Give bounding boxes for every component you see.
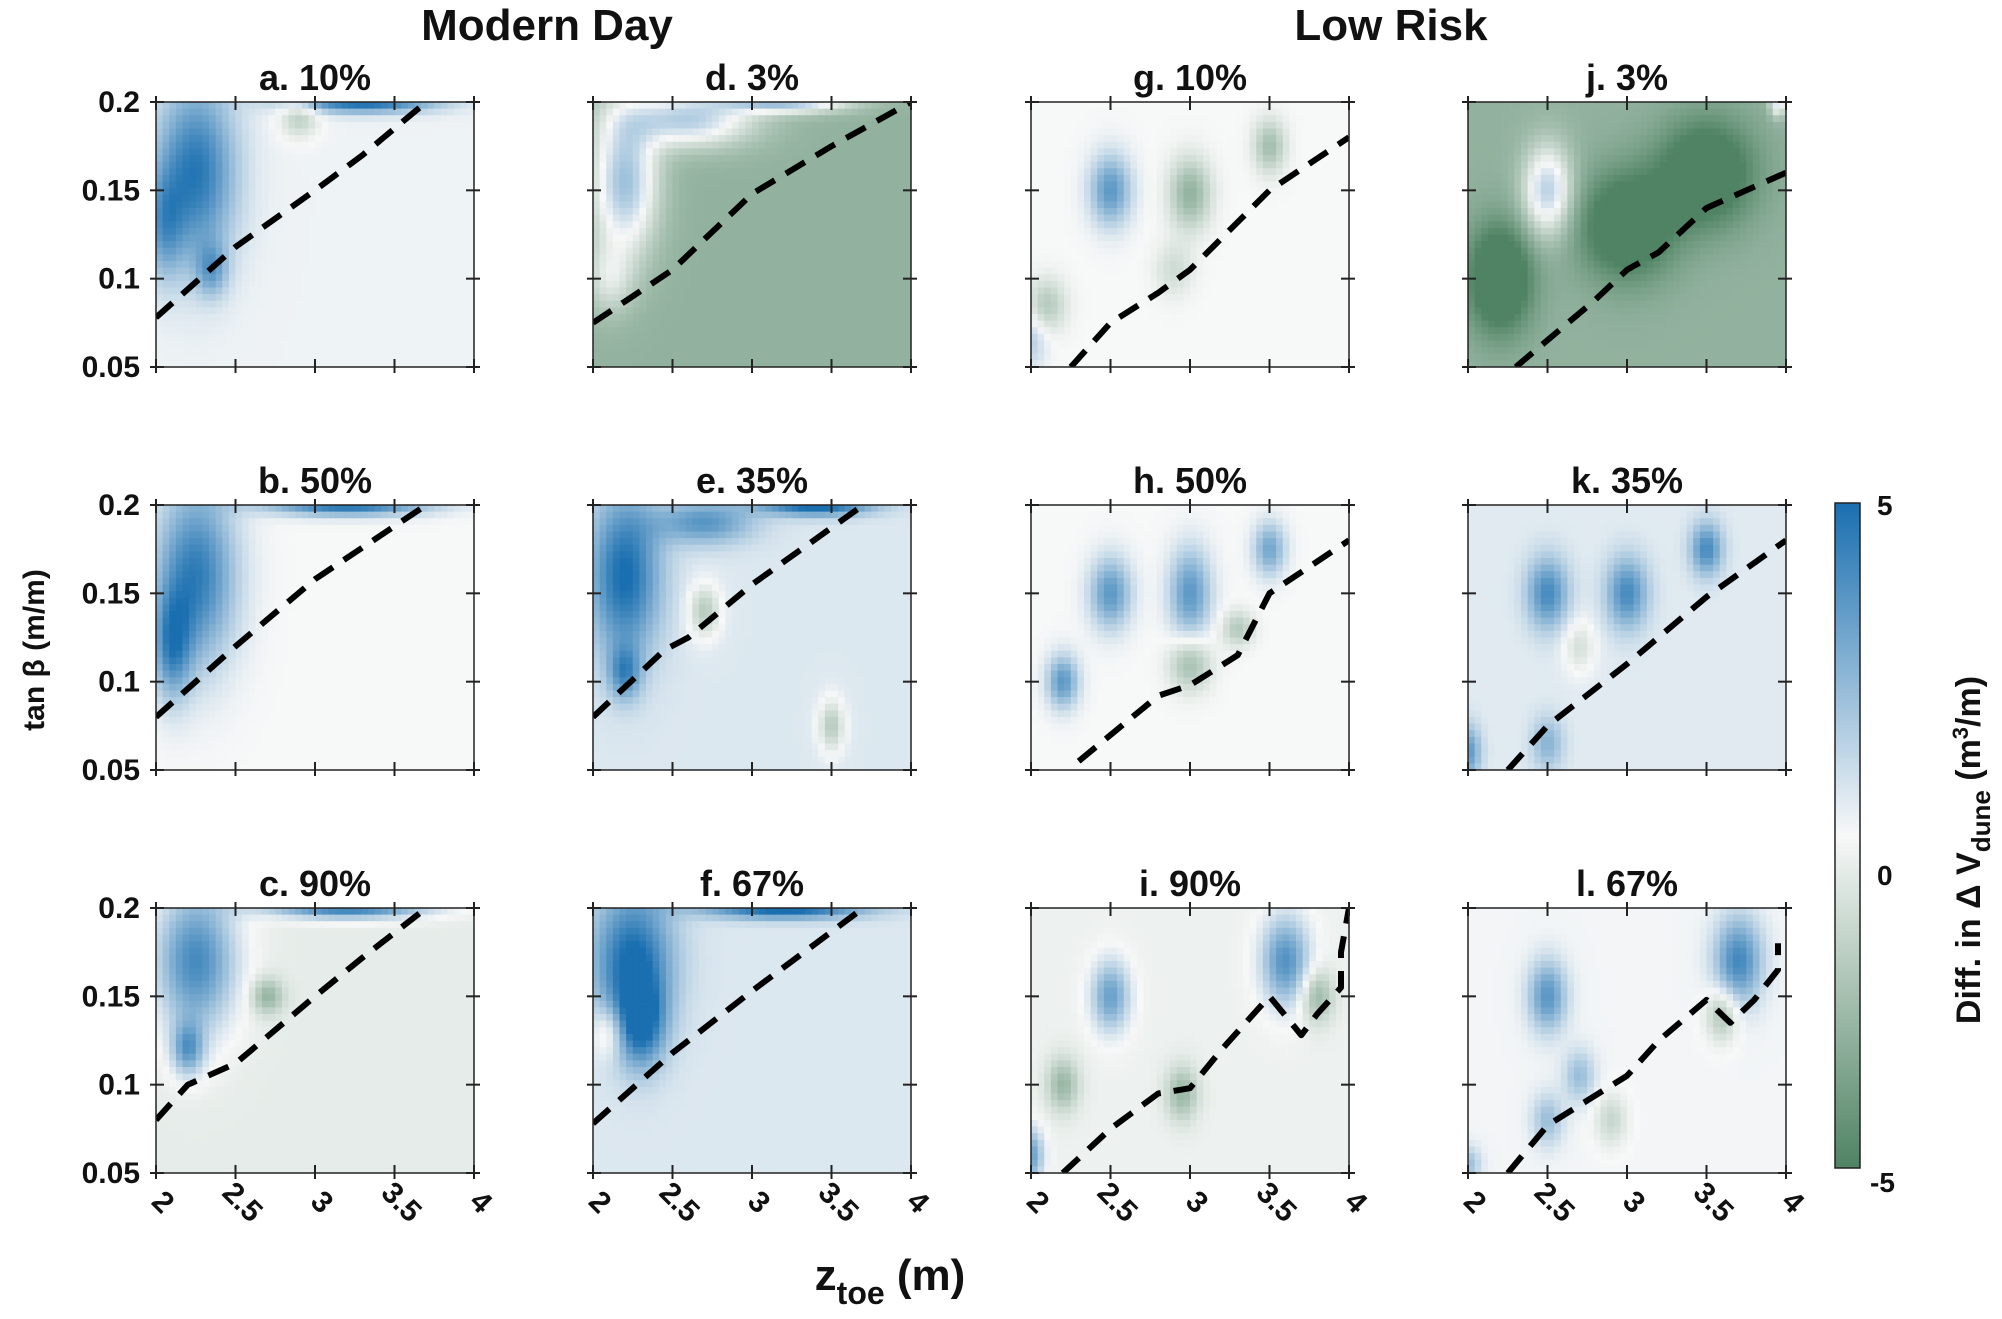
heatmap-field [156,908,474,1173]
heatmap-field [1031,505,1349,770]
y-tick-label: 0.2 [98,489,140,522]
x-tick-label: 3.5 [1687,1176,1740,1229]
group-title-modern-day: Modern Day [421,1,673,50]
threshold-dashed-line [593,505,866,720]
x-tick-label: 2.5 [653,1176,706,1229]
y-tick-label: 0.1 [98,1069,140,1102]
x-tick-label: 4 [1338,1185,1373,1220]
panel-2: b. 50% 0.2 0.15 0.1 0.05 [82,460,480,787]
x-tick-label: 2 [1457,1185,1492,1220]
y-tick-label: 0.05 [82,351,140,384]
x-tick-label: 4 [463,1185,498,1220]
panel-title: a. 10% [259,57,371,98]
panel-6: f. 67% 2 2.5 3 3.5 4 [582,863,935,1229]
panel-title: k. 35% [1571,460,1683,501]
x-tick-label: 2 [145,1185,180,1220]
y-axis-label: tan β (m/m) [18,569,51,731]
panel-7: g. 10% [1025,57,1355,373]
x-axis-label-symbol: z [815,1251,837,1300]
y-tick-label: 0.15 [82,174,140,207]
x-tick-label: 3.5 [1250,1176,1303,1229]
heatmap-field [1031,102,1349,367]
colorbar-tick-max: 5 [1877,490,1893,521]
threshold-dashed-line [156,102,429,320]
heatmap-field [156,505,474,770]
panel-8: h. 50% [1025,460,1355,776]
threshold-dashed-line [1060,908,1349,1173]
threshold-dashed-line [1513,169,1786,367]
colorbar-label-superscript: 3 [1948,727,1973,739]
panel-title: j. 3% [1585,57,1668,98]
panel-12: l. 67% 2 2.5 3 3.5 4 [1457,863,1810,1229]
y-tick-label: 0.1 [98,263,140,296]
panel-11: k. 35% [1462,460,1792,776]
x-tick-label: 3 [1616,1185,1651,1220]
panel-10: j. 3% [1462,57,1792,373]
colorbar-label: Diff. in Δ Vdune (m3/m) [1948,676,1996,1024]
colorbar [1834,502,1861,1169]
x-axis-label-subscript: toe [837,1275,885,1311]
panel-title: d. 3% [705,57,799,98]
heatmap-field [1468,505,1786,770]
y-tick-label: 0.2 [98,892,140,925]
x-axis-label: ztoe (m) [815,1251,966,1311]
y-tick-label: 0.15 [82,980,140,1013]
threshold-dashed-line [1076,537,1349,764]
y-tick-label: 0.15 [82,577,140,610]
panel-9: i. 90% 2 2.5 3 3.5 4 [1020,863,1373,1229]
x-tick-label: 2.5 [216,1176,269,1229]
panel-4: d. 3% [587,57,917,373]
colorbar-tick-min: -5 [1870,1167,1895,1198]
heatmap-field [1031,908,1349,1173]
x-tick-label: 2 [582,1185,617,1220]
x-tick-label: 2 [1020,1185,1055,1220]
x-tick-label: 3.5 [375,1176,428,1229]
panel-3: c. 90% 0.2 0.15 0.1 0.052 2.5 3 3.5 4 [82,863,499,1229]
threshold-dashed-line [1505,537,1786,770]
x-tick-label: 3 [304,1185,339,1220]
group-title-low-risk: Low Risk [1294,1,1488,50]
heatmap-field [593,505,911,770]
panel-title: h. 50% [1133,460,1247,501]
threshold-dashed-line [593,102,911,326]
threshold-dashed-line [156,908,429,1123]
colorbar-tick-zero: 0 [1877,860,1893,891]
threshold-dashed-line [1068,134,1349,367]
threshold-dashed-line [1505,943,1781,1173]
colorbar-label-subscript: dune [1966,790,1996,852]
panel-title: e. 35% [696,460,808,501]
panel-title: i. 90% [1139,863,1241,904]
panel-1: a. 10% 0.2 0.15 0.1 0.05 [82,57,480,384]
y-tick-label: 0.05 [82,754,140,787]
panel-title: c. 90% [259,863,371,904]
x-tick-label: 3.5 [812,1176,865,1229]
y-tick-label: 0.1 [98,666,140,699]
x-axis-label-unit: (m) [885,1251,966,1300]
panel-title: l. 67% [1576,863,1678,904]
colorbar-label-prefix: Diff. in Δ V [1950,852,1988,1024]
x-tick-label: 2.5 [1528,1176,1581,1229]
panel-title: f. 67% [700,863,804,904]
heatmap-field [593,102,911,367]
heatmap-field [156,102,474,367]
x-tick-label: 4 [1775,1185,1810,1220]
y-tick-label: 0.2 [98,86,140,119]
heatmap-field [593,908,911,1173]
x-tick-label: 2.5 [1091,1176,1144,1229]
threshold-dashed-line [593,908,866,1126]
colorbar-label-unit-open: (m [1950,739,1988,790]
colorbar-label-unit-close: /m) [1950,676,1988,727]
panel-title: b. 50% [258,460,372,501]
x-tick-label: 3 [1179,1185,1214,1220]
threshold-dashed-line [156,505,428,720]
heatmap-field [1468,102,1786,367]
panels: a. 10% 0.2 0.15 0.1 0.05 b. 50% 0.2 0.15 0.1 0.05… [82,57,1811,1229]
y-tick-label: 0.05 [82,1157,140,1190]
x-tick-label: 4 [900,1185,935,1220]
panel-5: e. 35% [587,460,917,776]
panel-title: g. 10% [1133,57,1247,98]
x-tick-label: 3 [741,1185,776,1220]
heatmap-field [1468,908,1786,1173]
